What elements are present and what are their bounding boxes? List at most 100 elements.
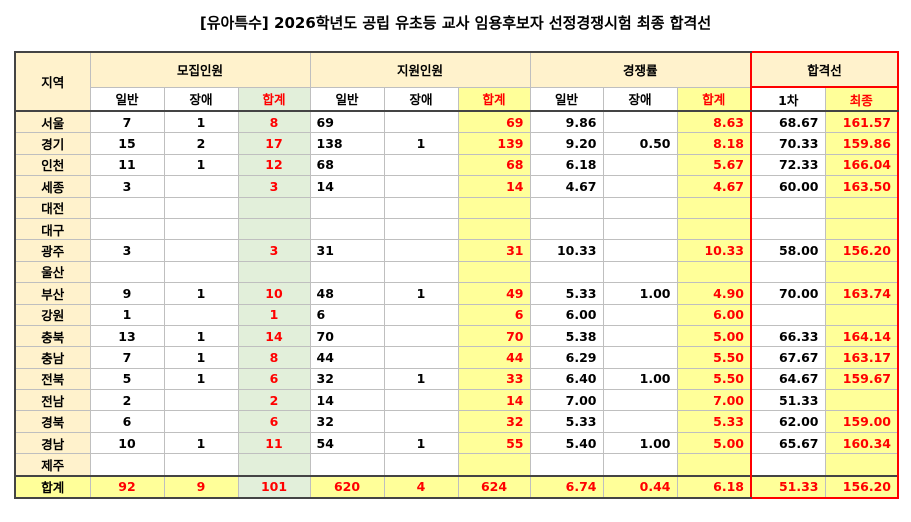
- value-cell: 17: [237, 132, 311, 155]
- value-cell: 12: [237, 153, 311, 177]
- value-cell: [529, 260, 604, 284]
- value-cell: [750, 303, 826, 326]
- region-cell: 제주: [14, 453, 91, 477]
- table-row: 인천 11 1 12 68 68 6.18 5.67 72.33 166.04: [14, 153, 899, 177]
- value-cell: 10: [89, 431, 165, 455]
- value-cell: 32: [457, 410, 531, 433]
- value-cell: [824, 196, 899, 219]
- table-row: 경기 15 2 17 138 1 139 9.20 0.50 8.18 70.33 159.86: [14, 132, 899, 155]
- value-cell: 9.86: [529, 110, 604, 134]
- value-cell: 11: [237, 431, 311, 455]
- value-cell: 44: [457, 346, 531, 369]
- value-cell: [89, 453, 165, 477]
- value-cell: 14: [457, 389, 531, 412]
- value-cell: [163, 260, 239, 284]
- sub-header-cell: 장애: [602, 86, 678, 112]
- results-body: 서울 7 1 8 69 69 9.86 8.63 68.67 161.57 경기 15 2 17 138 1 1…: [14, 110, 899, 477]
- value-cell: 5.40: [529, 431, 604, 455]
- group-header-ratio: 경쟁률: [529, 51, 752, 88]
- value-cell: 3: [89, 175, 165, 198]
- value-cell: 31: [457, 239, 531, 262]
- value-cell: 1: [383, 282, 459, 305]
- region-cell: 충남: [14, 346, 91, 369]
- value-cell: 5.00: [676, 324, 752, 348]
- value-cell: 55: [457, 431, 531, 455]
- value-cell: 4.67: [529, 175, 604, 198]
- value-cell: 6.29: [529, 346, 604, 369]
- value-cell: [383, 175, 459, 198]
- value-cell: [750, 217, 826, 241]
- value-cell: [237, 453, 311, 477]
- value-cell: 159.00: [824, 410, 899, 433]
- region-cell: 경남: [14, 431, 91, 455]
- value-cell: [237, 260, 311, 284]
- value-cell: 7: [89, 346, 165, 369]
- value-cell: 159.67: [824, 367, 899, 391]
- value-cell: 48: [309, 282, 385, 305]
- value-cell: 1.00: [602, 431, 678, 455]
- value-cell: [163, 196, 239, 219]
- value-cell: 32: [309, 367, 385, 391]
- region-cell: 부산: [14, 282, 91, 305]
- value-cell: [457, 217, 531, 241]
- value-cell: 14: [309, 389, 385, 412]
- value-cell: 163.50: [824, 175, 899, 198]
- group-header-applicants: 지원인원: [309, 51, 531, 88]
- value-cell: 32: [309, 410, 385, 433]
- region-cell: 대전: [14, 196, 91, 219]
- table-row: 대전: [14, 196, 899, 219]
- value-cell: 0.50: [602, 132, 678, 155]
- value-cell: 5.50: [676, 346, 752, 369]
- value-cell: 70: [457, 324, 531, 348]
- value-cell: 2: [237, 389, 311, 412]
- value-cell: 6: [237, 367, 311, 391]
- region-cell: 울산: [14, 260, 91, 284]
- total-cell: 101: [237, 474, 311, 500]
- value-cell: [89, 260, 165, 284]
- region-cell: 전북: [14, 367, 91, 391]
- value-cell: [602, 453, 678, 477]
- total-row: 합계 92 9 101 620 4 624 6.74 0.44 6.18 51.33 156.20: [14, 474, 899, 500]
- total-label: 합계: [14, 474, 91, 500]
- value-cell: 14: [457, 175, 531, 198]
- value-cell: 6: [457, 303, 531, 326]
- value-cell: [676, 196, 752, 219]
- table-row: 경북 6 6 32 32 5.33 5.33 62.00 159.00: [14, 410, 899, 433]
- page-title: [유아특수] 2026학년도 공립 유초등 교사 임용후보자 선정경쟁시험 최종…: [199, 14, 712, 32]
- value-cell: [750, 196, 826, 219]
- region-cell: 경기: [14, 132, 91, 155]
- value-cell: [309, 453, 385, 477]
- sub-header-cell: 합계: [457, 86, 531, 112]
- table-row: 광주 3 3 31 31 10.33 10.33 58.00 156.20: [14, 239, 899, 262]
- value-cell: 6.18: [529, 153, 604, 177]
- group-header-cutoff: 합격선: [750, 51, 899, 88]
- total-cell: 4: [383, 474, 459, 500]
- value-cell: [602, 346, 678, 369]
- value-cell: [602, 110, 678, 134]
- value-cell: 72.33: [750, 153, 826, 177]
- results-table-wrapper: 지역 모집인원 지원인원 경쟁률 합격선 일반 장애 합계 일반 장애 합계 일반 장애 합계 1…: [14, 51, 899, 500]
- value-cell: [163, 303, 239, 326]
- total-cell: 624: [457, 474, 531, 500]
- value-cell: 3: [89, 239, 165, 262]
- value-cell: 68.67: [750, 110, 826, 134]
- header-row-sub: 일반 장애 합계 일반 장애 합계 일반 장애 합계 1차 최종: [15, 86, 899, 112]
- total-cell: 0.44: [602, 474, 678, 500]
- total-cell: 92: [89, 474, 165, 500]
- table-row: 경남 10 1 11 54 1 55 5.40 1.00 5.00 65.67 160.34: [14, 431, 899, 455]
- sub-header-cell: 합계: [237, 86, 311, 112]
- value-cell: 6: [309, 303, 385, 326]
- table-row: 충북 13 1 14 70 70 5.38 5.00 66.33 164.14: [14, 324, 899, 348]
- value-cell: [309, 196, 385, 219]
- value-cell: 49: [457, 282, 531, 305]
- value-cell: 3: [237, 175, 311, 198]
- value-cell: [602, 389, 678, 412]
- value-cell: 13: [89, 324, 165, 348]
- sub-header-cell: 일반: [89, 86, 165, 112]
- value-cell: 8: [237, 110, 311, 134]
- value-cell: [383, 110, 459, 134]
- sub-header-cell: 일반: [529, 86, 604, 112]
- value-cell: 1: [163, 110, 239, 134]
- value-cell: [676, 260, 752, 284]
- value-cell: [383, 303, 459, 326]
